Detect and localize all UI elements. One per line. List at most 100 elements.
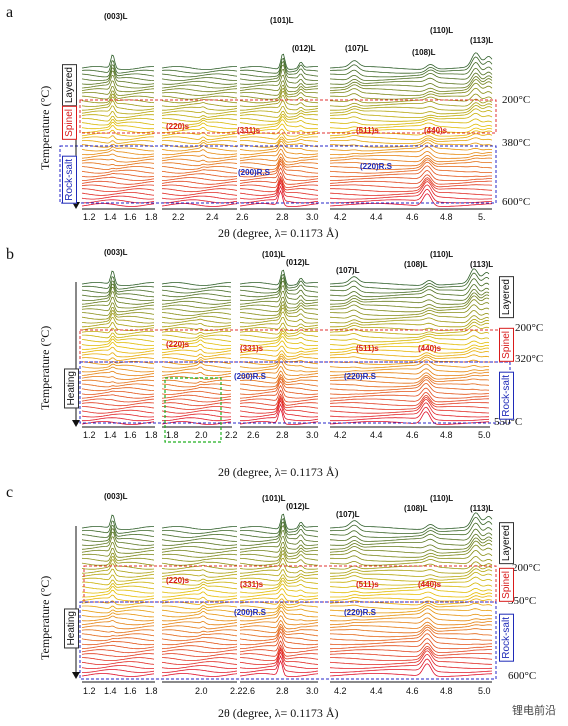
trace-line — [239, 280, 318, 298]
trace-line — [81, 270, 154, 286]
panel-label-c: c — [6, 484, 14, 501]
trace-line — [239, 273, 319, 290]
trace-line — [161, 300, 232, 305]
trace-line — [329, 142, 493, 152]
trace-line — [161, 110, 238, 115]
x-tick-label: 5.0 — [478, 430, 491, 440]
x-tick-label: 4.2 — [334, 212, 347, 222]
trace-line — [329, 354, 490, 361]
trace-line — [81, 528, 154, 542]
trace-line — [161, 379, 232, 384]
trace-line — [239, 336, 318, 346]
trace-line — [161, 95, 238, 100]
trace-line — [239, 296, 318, 309]
trace-line — [161, 192, 238, 196]
trace-line — [239, 163, 319, 178]
trace-line — [239, 361, 319, 373]
trace-line — [239, 57, 319, 74]
x-tick-label: 5.0 — [478, 686, 491, 696]
trace-line — [81, 387, 154, 392]
trace-line — [161, 390, 232, 395]
trace-line — [329, 310, 490, 320]
trace-line — [240, 185, 319, 204]
trace-line — [81, 413, 155, 418]
trace-line — [240, 577, 319, 586]
panel-a-layered-label: Layered — [62, 64, 77, 107]
trace-line — [329, 184, 493, 200]
trace-line — [239, 285, 319, 301]
trace-line — [81, 352, 154, 358]
x-tick-label: 1.6 — [124, 430, 137, 440]
trace-line — [81, 283, 155, 298]
trace-line — [161, 80, 238, 85]
trace-line — [161, 530, 238, 534]
trace-line — [239, 95, 319, 107]
trace-line — [81, 67, 154, 81]
peak-label-layered: (107)L — [336, 266, 360, 275]
trace-line — [239, 269, 318, 286]
trace-line — [82, 406, 155, 410]
trace-line — [161, 88, 238, 93]
trace-line — [239, 128, 319, 137]
trace-line — [239, 110, 319, 118]
trace-line — [161, 362, 231, 369]
trace-line — [329, 177, 493, 189]
trace-line — [330, 516, 493, 534]
trace-line — [239, 557, 319, 570]
trace-line — [239, 171, 319, 185]
trace-line — [161, 145, 238, 152]
trace-line — [330, 304, 490, 316]
peak-label-rocksalt: (220)R.S — [344, 372, 377, 381]
trace-line — [161, 162, 238, 167]
trace-line — [239, 615, 319, 626]
trace-line — [239, 574, 319, 582]
trace-line — [161, 353, 231, 358]
trace-line — [81, 149, 155, 156]
trace-line — [329, 146, 493, 156]
trace-line — [329, 67, 493, 81]
peak-label-layered: (113)L — [470, 36, 494, 45]
trace-line — [239, 399, 319, 418]
trace-line — [81, 665, 155, 670]
trace-line — [161, 607, 238, 614]
trace-line — [81, 327, 155, 335]
trace-line — [161, 122, 238, 130]
trace-line — [329, 72, 493, 85]
trace-line — [161, 661, 238, 665]
trace-line — [330, 288, 490, 301]
trace-line — [161, 131, 238, 137]
panel-b-temp-2: 320°C — [515, 353, 544, 365]
panel-c-x-axis-label: 2θ (degree, λ= 0.1173 Å) — [218, 706, 339, 720]
trace-line — [161, 649, 238, 654]
x-tick-label: 2.0 — [195, 686, 208, 696]
trace-line — [239, 322, 319, 331]
trace-line — [82, 657, 155, 662]
peak-label-layered: (107)L — [336, 510, 360, 519]
trace-line — [81, 313, 155, 324]
x-tick-label: 2.22.6 — [230, 686, 256, 696]
trace-line — [81, 105, 155, 115]
x-tick-label: 5. — [478, 212, 486, 222]
trace-line — [161, 553, 238, 558]
trace-line — [239, 350, 318, 358]
trace-line — [329, 98, 493, 107]
trace-line — [161, 149, 238, 156]
trace-line — [329, 586, 493, 594]
x-tick-label: 1.8 — [145, 212, 158, 222]
trace-line — [330, 595, 493, 602]
trace-line — [81, 402, 155, 407]
panel-c-temp-2: 350°C — [508, 595, 537, 607]
trace-line — [81, 357, 155, 361]
trace-line — [161, 386, 231, 392]
trace-line — [81, 390, 155, 395]
trace-line — [81, 514, 154, 530]
panel-c-rocksalt-label: Rock-salt — [499, 614, 514, 662]
trace-line — [161, 166, 238, 170]
trace-line — [329, 268, 490, 286]
trace-line — [81, 140, 155, 144]
trace-line — [81, 302, 155, 313]
trace-line — [161, 636, 237, 642]
trace-line — [161, 330, 232, 335]
trace-line — [161, 195, 238, 200]
trace-line — [239, 365, 319, 376]
